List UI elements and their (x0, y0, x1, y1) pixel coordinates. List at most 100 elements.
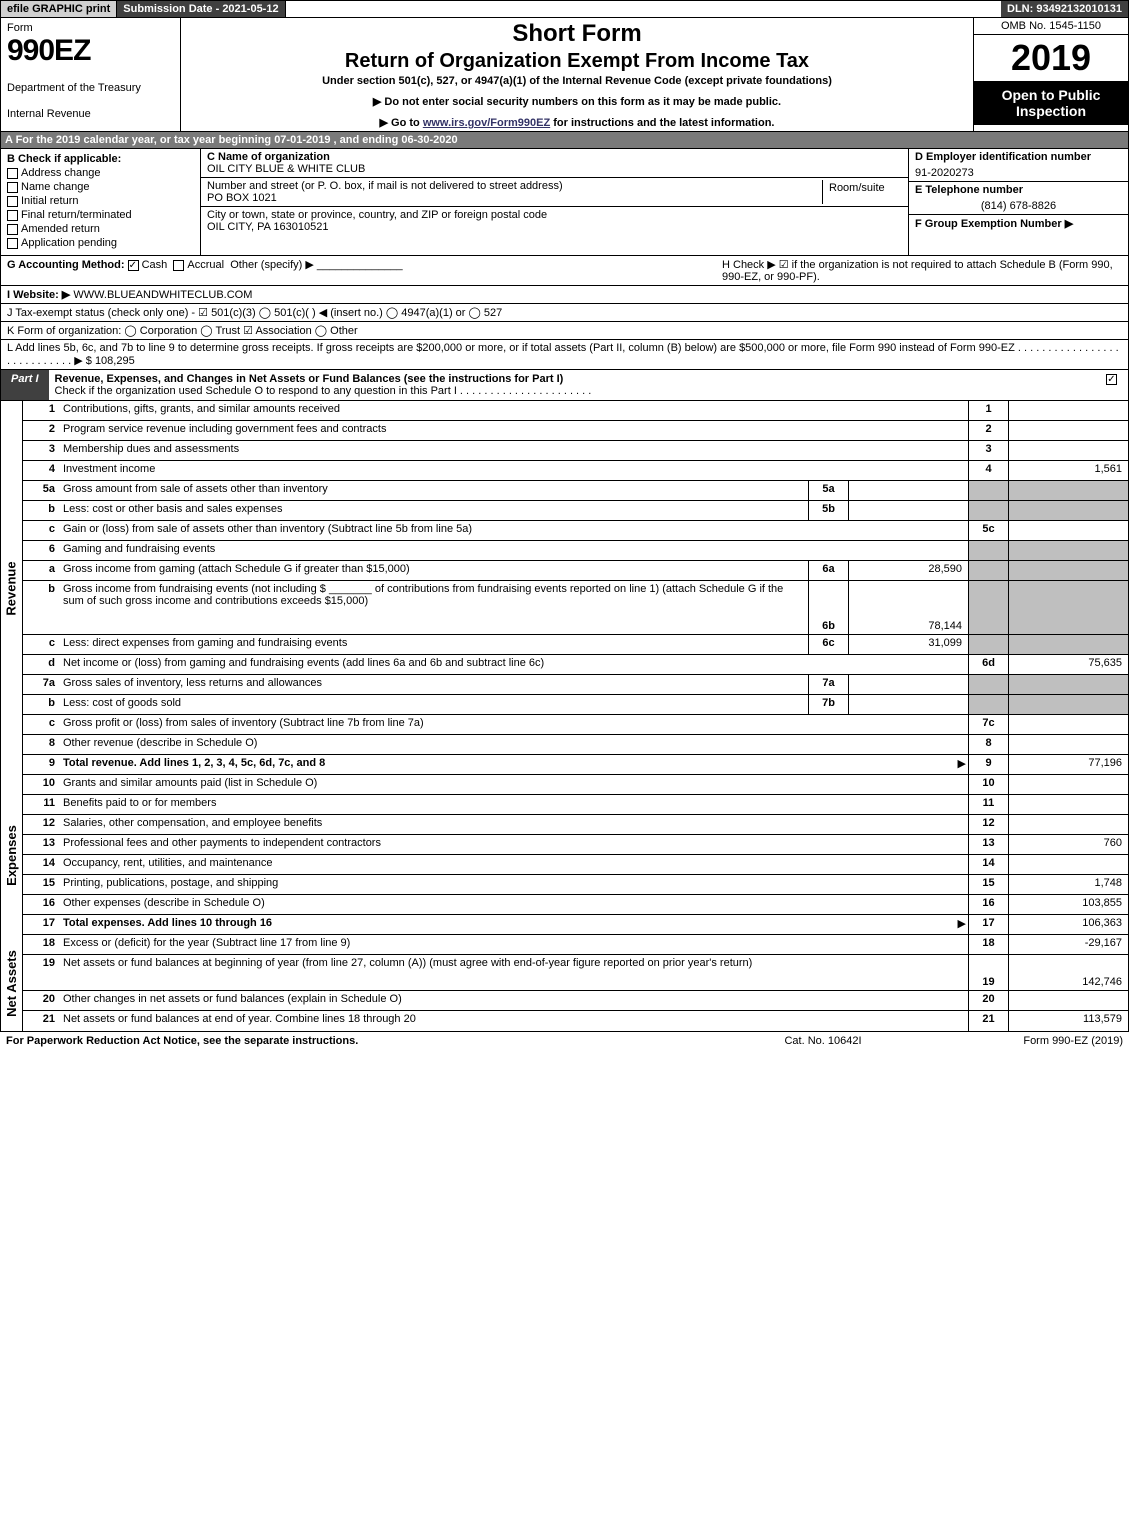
arrow-icon: ▶ (958, 757, 966, 770)
row-i: I Website: ▶ WWW.BLUEANDWHITECLUB.COM (0, 286, 1129, 304)
row-l: L Add lines 5b, 6c, and 7b to line 9 to … (0, 340, 1129, 370)
line-8: 8Other revenue (describe in Schedule O)8 (23, 735, 1128, 755)
line-6d: dNet income or (loss) from gaming and fu… (23, 655, 1128, 675)
part1-title-wrap: Revenue, Expenses, and Changes in Net As… (49, 370, 1098, 400)
line-13: 13Professional fees and other payments t… (23, 835, 1128, 855)
top-bar: efile GRAPHIC print Submission Date - 20… (0, 0, 1129, 18)
subtitle: Under section 501(c), 527, or 4947(a)(1)… (187, 75, 967, 87)
check-address-change[interactable]: Address change (7, 167, 194, 179)
arrow-icon: ▶ (958, 917, 966, 930)
check-amended-return[interactable]: Amended return (7, 223, 194, 235)
line-6b: bGross income from fundraising events (n… (23, 581, 1128, 635)
form-header: Form 990EZ Department of the Treasury In… (0, 18, 1129, 132)
revenue-grid: Revenue 1Contributions, gifts, grants, a… (0, 401, 1129, 775)
form-word: Form (7, 22, 174, 34)
line-5a: 5aGross amount from sale of assets other… (23, 481, 1128, 501)
part1-checkbox[interactable] (1098, 370, 1128, 400)
line-7b: bLess: cost of goods sold7b (23, 695, 1128, 715)
line-5b: bLess: cost or other basis and sales exp… (23, 501, 1128, 521)
c-city-block: City or town, state or province, country… (201, 207, 908, 235)
line-18: 18Excess or (deficit) for the year (Subt… (23, 935, 1128, 955)
line-17: 17Total expenses. Add lines 10 through 1… (23, 915, 1128, 935)
i-label: I Website: ▶ (7, 289, 70, 301)
c-street-value: PO BOX 1021 (207, 192, 822, 204)
expenses-lines: 10Grants and similar amounts paid (list … (23, 775, 1128, 935)
submission-date-button[interactable]: Submission Date - 2021-05-12 (117, 1, 285, 17)
topbar-spacer (286, 1, 1001, 17)
line-19: 19Net assets or fund balances at beginni… (23, 955, 1128, 991)
line-6: 6Gaming and fundraising events (23, 541, 1128, 561)
check-application-pending[interactable]: Application pending (7, 237, 194, 249)
e-phone-value: (814) 678-8826 (909, 198, 1128, 215)
section-a-row: A For the 2019 calendar year, or tax yea… (0, 132, 1129, 149)
g-label: G Accounting Method: (7, 259, 125, 271)
f-group-label: F Group Exemption Number ▶ (909, 215, 1128, 232)
footer-form: Form 990-EZ (2019) (923, 1035, 1123, 1047)
revenue-lines: 1Contributions, gifts, grants, and simil… (23, 401, 1128, 775)
row-k: K Form of organization: ◯ Corporation ◯ … (0, 322, 1129, 340)
line-5c: cGain or (loss) from sale of assets othe… (23, 521, 1128, 541)
dept-treasury: Department of the Treasury (7, 82, 174, 94)
g-cash: Cash (142, 259, 168, 271)
c-name-block: C Name of organization OIL CITY BLUE & W… (201, 149, 908, 178)
main-title: Return of Organization Exempt From Incom… (187, 50, 967, 73)
tax-year: 2019 (974, 35, 1128, 81)
g-accrual: Accrual (187, 259, 224, 271)
l-text: L Add lines 5b, 6c, and 7b to line 9 to … (7, 342, 1119, 367)
c-name-label: C Name of organization (207, 151, 902, 163)
line-15: 15Printing, publications, postage, and s… (23, 875, 1128, 895)
g-accrual-check[interactable] (173, 260, 184, 271)
line-21: 21Net assets or fund balances at end of … (23, 1011, 1128, 1031)
l-value: 108,295 (95, 355, 135, 367)
efile-print-button[interactable]: efile GRAPHIC print (1, 1, 117, 17)
row-g-h: G Accounting Method: Cash Accrual Other … (0, 256, 1129, 286)
netassets-grid: Net Assets 18Excess or (deficit) for the… (0, 935, 1129, 1032)
part1-title: Revenue, Expenses, and Changes in Net As… (55, 373, 564, 385)
b-title: B Check if applicable: (7, 153, 194, 165)
c-city-label: City or town, state or province, country… (207, 209, 902, 221)
e-phone-label: E Telephone number (909, 182, 1128, 198)
column-b: B Check if applicable: Address change Na… (1, 149, 201, 255)
row-j: J Tax-exempt status (check only one) - ☑… (0, 304, 1129, 322)
side-expenses: Expenses (1, 775, 23, 935)
short-form-title: Short Form (187, 20, 967, 48)
line-9: 9Total revenue. Add lines 1, 2, 3, 4, 5c… (23, 755, 1128, 775)
note-link-row: ▶ Go to www.irs.gov/Form990EZ for instru… (187, 116, 967, 129)
line-6a: aGross income from gaming (attach Schedu… (23, 561, 1128, 581)
g-other: Other (specify) ▶ (230, 259, 314, 271)
column-def: D Employer identification number 91-2020… (908, 149, 1128, 255)
row-h: H Check ▶ ☑ if the organization is not r… (722, 258, 1122, 283)
line-2: 2Program service revenue including gover… (23, 421, 1128, 441)
column-c: C Name of organization OIL CITY BLUE & W… (201, 149, 908, 255)
side-netassets: Net Assets (1, 935, 23, 1031)
part1-sub: Check if the organization used Schedule … (55, 385, 592, 397)
line-3: 3Membership dues and assessments3 (23, 441, 1128, 461)
line-7c: cGross profit or (loss) from sales of in… (23, 715, 1128, 735)
header-right: OMB No. 1545-1150 2019 Open to Public In… (973, 18, 1128, 131)
c-street-label: Number and street (or P. O. box, if mail… (207, 180, 822, 192)
irs-link[interactable]: www.irs.gov/Form990EZ (423, 117, 550, 129)
note-link-pre: ▶ Go to (380, 117, 423, 129)
section-bcdef: B Check if applicable: Address change Na… (0, 149, 1129, 256)
line-20: 20Other changes in net assets or fund ba… (23, 991, 1128, 1011)
line-12: 12Salaries, other compensation, and empl… (23, 815, 1128, 835)
g-cash-check[interactable] (128, 260, 139, 271)
check-name-change[interactable]: Name change (7, 181, 194, 193)
line-6c: cLess: direct expenses from gaming and f… (23, 635, 1128, 655)
omb-number: OMB No. 1545-1150 (974, 18, 1128, 35)
line-10: 10Grants and similar amounts paid (list … (23, 775, 1128, 795)
open-to-public: Open to Public Inspection (974, 81, 1128, 125)
d-ein-label: D Employer identification number (909, 149, 1128, 165)
row-g: G Accounting Method: Cash Accrual Other … (7, 258, 722, 283)
note-link-post: for instructions and the latest informat… (550, 117, 774, 129)
header-left: Form 990EZ Department of the Treasury In… (1, 18, 181, 131)
part1-header: Part I Revenue, Expenses, and Changes in… (0, 370, 1129, 401)
part1-tag: Part I (1, 370, 49, 400)
dln-label: DLN: 93492132010131 (1001, 1, 1128, 17)
header-middle: Short Form Return of Organization Exempt… (181, 18, 973, 131)
netassets-lines: 18Excess or (deficit) for the year (Subt… (23, 935, 1128, 1031)
line-16: 16Other expenses (describe in Schedule O… (23, 895, 1128, 915)
c-city-value: OIL CITY, PA 163010521 (207, 221, 902, 233)
check-final-return[interactable]: Final return/terminated (7, 209, 194, 221)
check-initial-return[interactable]: Initial return (7, 195, 194, 207)
